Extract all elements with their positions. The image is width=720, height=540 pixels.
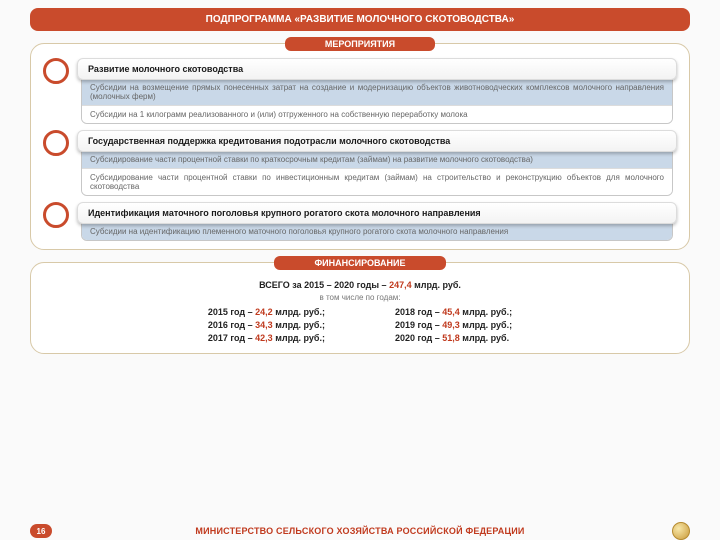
fin-unit: млрд. руб.; bbox=[273, 307, 325, 317]
financing-pill-row: ФИНАНСИРОВАНИЕ bbox=[30, 256, 690, 270]
financing-row: 2020 год – 51,8 млрд. руб. bbox=[395, 332, 512, 345]
activity-2: Государственная поддержка кредитования п… bbox=[77, 130, 677, 196]
financing-total-amount: 247,4 bbox=[389, 280, 412, 290]
fin-year: 2015 год – bbox=[208, 307, 255, 317]
activities-pill: МЕРОПРИЯТИЯ bbox=[285, 37, 435, 51]
financing-row: 2018 год – 45,4 млрд. руб.; bbox=[395, 306, 512, 319]
financing-body: ВСЕГО за 2015 – 2020 годы – 247,4 млрд. … bbox=[43, 277, 677, 345]
slide: ПОДПРОГРАММА «РАЗВИТИЕ МОЛОЧНОГО СКОТОВО… bbox=[0, 0, 720, 540]
bullet-icon bbox=[43, 130, 69, 156]
activity-sub: Субсидирование части процентной ставки п… bbox=[82, 151, 672, 168]
page-title: ПОДПРОГРАММА «РАЗВИТИЕ МОЛОЧНОГО СКОТОВО… bbox=[30, 8, 690, 31]
financing-pill: ФИНАНСИРОВАНИЕ bbox=[274, 256, 445, 270]
activity-sub: Субсидирование части процентной ставки п… bbox=[82, 168, 672, 195]
financing-row: 2016 год – 34,3 млрд. руб.; bbox=[208, 319, 325, 332]
activities-pill-row: МЕРОПРИЯТИЯ bbox=[30, 37, 690, 51]
financing-section: ВСЕГО за 2015 – 2020 годы – 247,4 млрд. … bbox=[30, 262, 690, 354]
activity-sub: Субсидии на 1 килограмм реализованного и… bbox=[82, 105, 672, 123]
fin-unit: млрд. руб.; bbox=[460, 307, 512, 317]
fin-amount: 51,8 bbox=[442, 333, 460, 343]
activity-title: Государственная поддержка кредитования п… bbox=[77, 130, 677, 152]
fin-amount: 34,3 bbox=[255, 320, 273, 330]
footer-text: МИНИСТЕРСТВО СЕЛЬСКОГО ХОЗЯЙСТВА РОССИЙС… bbox=[195, 526, 524, 536]
fin-unit: млрд. руб. bbox=[460, 333, 509, 343]
footer-logo-icon bbox=[672, 522, 690, 540]
financing-note: в том числе по годам: bbox=[43, 292, 677, 304]
fin-amount: 49,3 bbox=[442, 320, 460, 330]
financing-col-left: 2015 год – 24,2 млрд. руб.; 2016 год – 3… bbox=[208, 306, 325, 345]
financing-total-prefix: ВСЕГО за 2015 – 2020 годы – bbox=[259, 280, 389, 290]
financing-total: ВСЕГО за 2015 – 2020 годы – 247,4 млрд. … bbox=[43, 279, 677, 292]
activity-subs: Субсидирование части процентной ставки п… bbox=[81, 150, 673, 196]
activity-title: Развитие молочного скотоводства bbox=[77, 58, 677, 80]
fin-year: 2017 год – bbox=[208, 333, 255, 343]
footer: 16 МИНИСТЕРСТВО СЕЛЬСКОГО ХОЗЯЙСТВА РОСС… bbox=[0, 526, 720, 536]
fin-year: 2019 год – bbox=[395, 320, 442, 330]
activity-title: Идентификация маточного поголовья крупно… bbox=[77, 202, 677, 224]
fin-amount: 45,4 bbox=[442, 307, 460, 317]
financing-col-right: 2018 год – 45,4 млрд. руб.; 2019 год – 4… bbox=[395, 306, 512, 345]
bullet-icon bbox=[43, 202, 69, 228]
fin-amount: 42,3 bbox=[255, 333, 273, 343]
activities-section: Развитие молочного скотоводства Субсидии… bbox=[30, 43, 690, 250]
bullet-icon bbox=[43, 58, 69, 84]
fin-year: 2020 год – bbox=[395, 333, 442, 343]
fin-year: 2016 год – bbox=[208, 320, 255, 330]
fin-year: 2018 год – bbox=[395, 307, 442, 317]
financing-row: 2019 год – 49,3 млрд. руб.; bbox=[395, 319, 512, 332]
activity-3: Идентификация маточного поголовья крупно… bbox=[77, 202, 677, 241]
financing-row: 2017 год – 42,3 млрд. руб.; bbox=[208, 332, 325, 345]
financing-columns: 2015 год – 24,2 млрд. руб.; 2016 год – 3… bbox=[43, 306, 677, 345]
activity-sub: Субсидии на идентификацию племенного мат… bbox=[82, 223, 672, 240]
activity-subs: Субсидии на идентификацию племенного мат… bbox=[81, 222, 673, 241]
activity-sub: Субсидии на возмещение прямых понесенных… bbox=[82, 79, 672, 105]
financing-row: 2015 год – 24,2 млрд. руб.; bbox=[208, 306, 325, 319]
fin-unit: млрд. руб.; bbox=[273, 320, 325, 330]
activity-subs: Субсидии на возмещение прямых понесенных… bbox=[81, 78, 673, 124]
activity-1: Развитие молочного скотоводства Субсидии… bbox=[77, 58, 677, 124]
page-number: 16 bbox=[30, 524, 52, 538]
fin-unit: млрд. руб.; bbox=[273, 333, 325, 343]
fin-amount: 24,2 bbox=[255, 307, 273, 317]
financing-total-suffix: млрд. руб. bbox=[412, 280, 461, 290]
fin-unit: млрд. руб.; bbox=[460, 320, 512, 330]
